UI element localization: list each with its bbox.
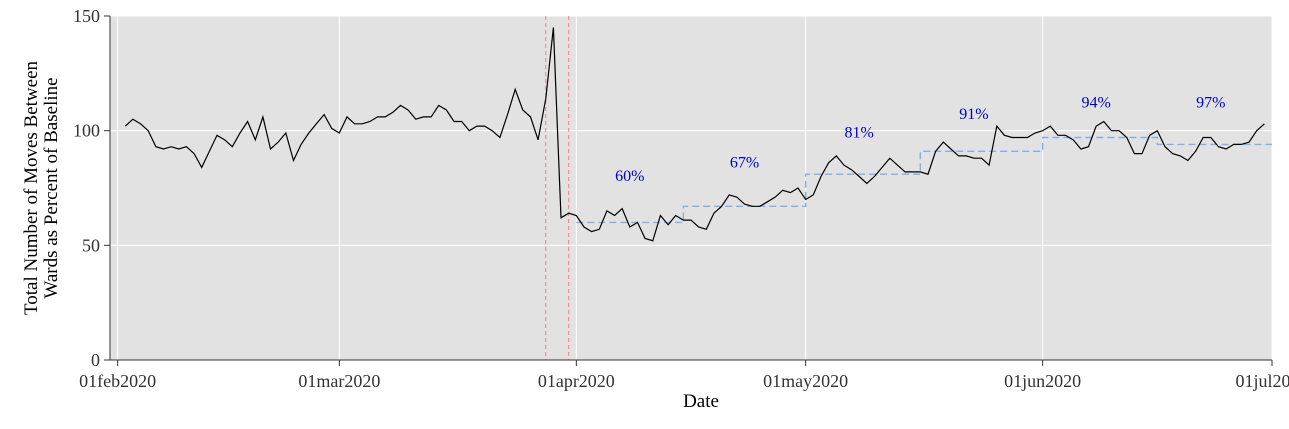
x-tick-label: 01jun2020 <box>1004 371 1081 391</box>
y-tick-label: 100 <box>73 121 100 141</box>
x-tick-label: 01mar2020 <box>298 371 380 391</box>
x-axis-label: Date <box>683 391 719 412</box>
reference-lines <box>545 16 570 360</box>
y-tick-label: 0 <box>91 350 100 370</box>
x-tick-label: 01apr2020 <box>538 371 615 391</box>
y-axis-label-line1: Total Number of Moves Between <box>21 60 42 315</box>
annotations: 60% 67% 81% 91% 94% 97% <box>615 95 1225 185</box>
plot-background <box>110 16 1272 360</box>
percent-annotation: 60% <box>615 168 644 185</box>
y-axis-label-line2: Wards as Percent of Baseline <box>41 77 62 298</box>
x-tick-label: 01jul2020 <box>1235 371 1289 391</box>
x-tick-label: 01may2020 <box>763 371 848 391</box>
y-tick-label: 50 <box>82 235 100 255</box>
x-tick-label: 01feb2020 <box>79 371 156 391</box>
percent-annotation: 91% <box>959 106 988 123</box>
percent-annotation: 81% <box>845 125 874 142</box>
percent-annotation: 97% <box>1196 95 1225 112</box>
percent-annotation: 67% <box>730 154 759 171</box>
y-tick-label: 150 <box>73 6 100 26</box>
series-line <box>124 27 1265 242</box>
axes: 0 50 100 150 01feb2020 01mar2020 01apr2020 01ma… <box>73 6 1289 391</box>
percent-annotation: 94% <box>1082 95 1111 112</box>
